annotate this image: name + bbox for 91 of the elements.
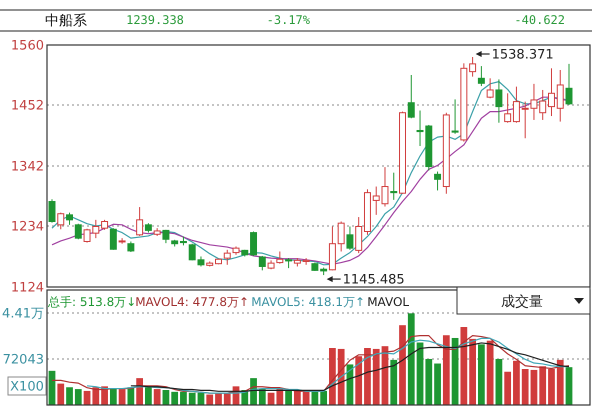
- bar: [57, 384, 64, 406]
- candlestick: [110, 228, 117, 250]
- bar: [442, 335, 450, 406]
- bar: [382, 346, 388, 406]
- bar: [496, 358, 502, 406]
- candlestick: [258, 255, 266, 271]
- bar: [66, 387, 73, 406]
- bar: [215, 392, 222, 406]
- candlestick: [57, 212, 64, 230]
- candlestick: [408, 74, 415, 119]
- bar: [460, 327, 468, 406]
- y-tick-label: 1452: [10, 98, 44, 114]
- candlestick: [548, 68, 555, 117]
- chart-title: 中船系: [45, 12, 87, 29]
- candlestick: [162, 229, 170, 244]
- bar: [390, 360, 398, 406]
- bar: [513, 360, 520, 406]
- candlestick: [127, 240, 134, 253]
- bar: [434, 364, 441, 406]
- text: 成交量: [501, 294, 543, 310]
- text: 总手: 513.8万↓: [47, 295, 136, 310]
- bar: [425, 358, 432, 406]
- text: MAVOL: [367, 295, 410, 310]
- y-tick-label: 1124: [10, 280, 44, 296]
- candlestick: [566, 63, 572, 106]
- bar: [285, 390, 292, 406]
- candlestick: [355, 216, 362, 254]
- y-tick-label: 1560: [10, 38, 44, 54]
- candlestick: [382, 166, 388, 208]
- bar: [180, 392, 187, 406]
- candlestick: [486, 78, 494, 99]
- candlestick: [224, 249, 231, 266]
- bar: [452, 338, 458, 406]
- candlestick: [416, 110, 424, 147]
- bar: [364, 348, 371, 406]
- bar: [530, 370, 538, 406]
- bar: [268, 392, 274, 406]
- text: -40.622: [514, 13, 565, 28]
- bar: [504, 372, 512, 406]
- candlestick: [188, 243, 196, 261]
- text: MAVOL4: 477.8万↑: [135, 295, 250, 310]
- candlestick: [84, 228, 91, 244]
- candlestick: [452, 98, 459, 134]
- y-tick-label: 1342: [10, 160, 44, 175]
- bar: [206, 394, 214, 406]
- bar: [548, 369, 555, 406]
- bar: [118, 389, 126, 406]
- bar: [198, 392, 204, 406]
- bar: [74, 389, 82, 406]
- candlestick: [197, 256, 204, 267]
- candlestick: [144, 222, 152, 234]
- candlestick: [556, 69, 564, 122]
- candlestick: [276, 250, 284, 264]
- bar: [145, 387, 152, 406]
- bar: [399, 325, 406, 406]
- bar: [329, 348, 336, 406]
- candlestick: [66, 212, 74, 226]
- bar: [312, 390, 318, 406]
- candlestick: [346, 226, 354, 250]
- bar: [416, 342, 424, 406]
- text: 1239.338: [126, 13, 184, 28]
- bar: [346, 364, 354, 406]
- bar: [478, 344, 485, 406]
- candlestick: [48, 198, 56, 224]
- bar: [539, 366, 546, 406]
- y-tick-label: 1234: [10, 219, 44, 234]
- bar: [48, 370, 56, 406]
- bar: [408, 313, 415, 406]
- bar: [486, 340, 494, 406]
- candlestick: [434, 171, 442, 191]
- text: MAVOL5: 418.1万↑: [251, 295, 366, 310]
- bar: [188, 392, 196, 406]
- candlestick: [504, 92, 512, 124]
- candlestick: [495, 78, 502, 124]
- bar: [162, 390, 170, 406]
- bar: [566, 367, 572, 406]
- candlestick: [285, 258, 292, 269]
- bar: [154, 389, 161, 406]
- candlestick: [478, 66, 485, 87]
- bar: [469, 338, 476, 406]
- candlestick: [136, 206, 144, 236]
- bar: [522, 369, 529, 406]
- candlestick: [74, 223, 82, 240]
- bar: [84, 390, 90, 406]
- text: 72043: [2, 352, 44, 368]
- annotation: 1145.485: [342, 272, 405, 288]
- text: 4.41万: [2, 306, 44, 322]
- text: -3.17%: [266, 13, 311, 28]
- annotation: 1538.371: [492, 48, 554, 63]
- y-axis-title: X100: [10, 380, 44, 395]
- candlestick: [390, 172, 398, 200]
